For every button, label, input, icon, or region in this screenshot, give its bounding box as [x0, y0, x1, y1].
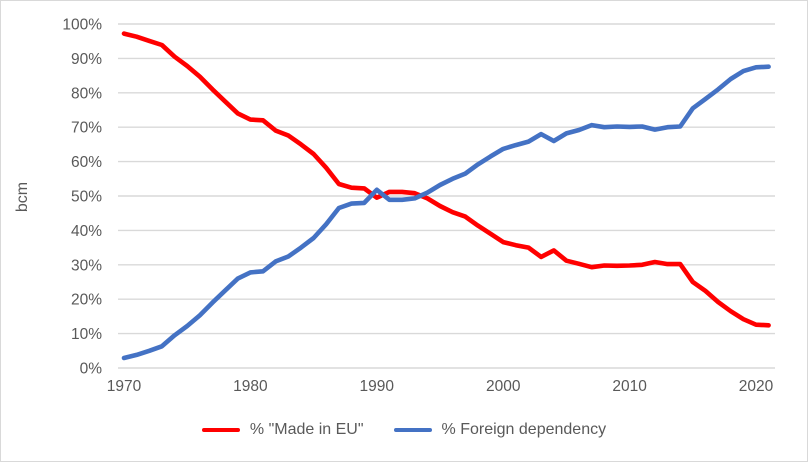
x-tick-label: 2010: [612, 378, 647, 395]
y-tick-label: 60%: [71, 154, 102, 171]
legend-item-made_in_eu: % "Made in EU": [201, 421, 364, 439]
y-tick-label: 40%: [71, 223, 102, 240]
y-tick-label: 30%: [71, 257, 102, 274]
x-tick-label: 2000: [486, 378, 521, 395]
gridlines: [118, 23, 775, 369]
x-tick-label: 2020: [739, 378, 774, 395]
y-tick-label: 80%: [71, 85, 102, 102]
y-tick-label: 20%: [71, 292, 102, 309]
y-tick-label: 100%: [62, 17, 102, 34]
legend-item-foreign_dependency: % Foreign dependency: [393, 421, 607, 439]
y-axis-tick-labels: 100% 90% 80% 70% 60% 50% 40% 30% 20% 10% 0%: [62, 17, 102, 378]
legend-label-made_in_eu: % "Made in EU": [249, 421, 364, 438]
legend-line-sample-made_in_eu: [201, 427, 240, 433]
y-tick-label: 90%: [71, 51, 102, 68]
y-tick-label: 10%: [71, 326, 102, 343]
line-chart-plot: 100%90%80%70%60%50%40%30%20%10%0% 1970 19…: [14, 17, 775, 395]
y-tick-label: 70%: [71, 120, 102, 137]
y-tick-label: 50%: [71, 189, 102, 206]
series-lines: [121, 31, 771, 361]
series-line-foreign_dependency: [121, 64, 771, 361]
legend-line-sample-foreign_dependency: [393, 427, 432, 433]
x-axis-tick-labels: 1970 1980 1990 2000 2010 2020: [107, 378, 774, 395]
x-tick-label: 1990: [360, 378, 395, 395]
y-axis-title: bcm: [14, 182, 31, 212]
x-tick-label: 1980: [233, 378, 268, 395]
x-tick-label: 1970: [107, 378, 142, 395]
series-line-made_in_eu: [121, 31, 771, 328]
y-tick-label: 0%: [80, 361, 103, 378]
chart-legend: % "Made in EU" % Foreign dependency: [1, 421, 807, 439]
legend-label-foreign_dependency: % Foreign dependency: [441, 421, 607, 438]
